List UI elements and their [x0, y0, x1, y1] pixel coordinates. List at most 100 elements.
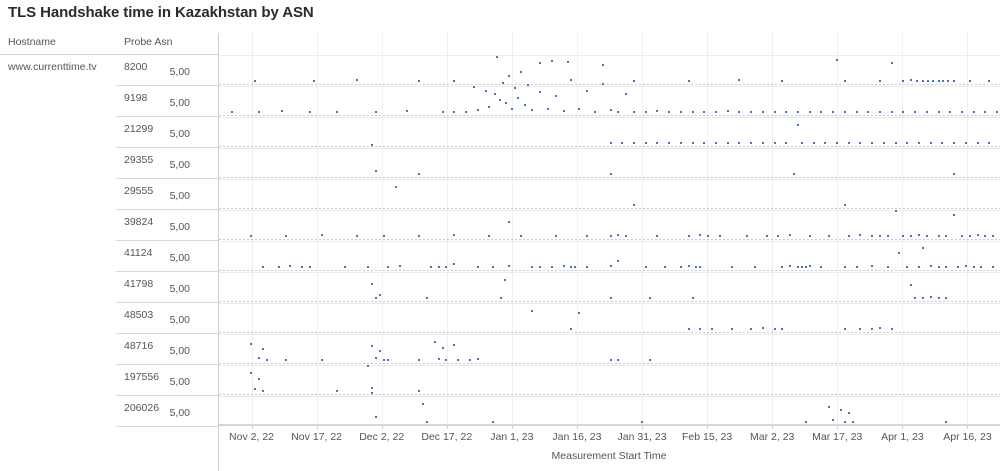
- data-point: [668, 142, 671, 145]
- data-point: [992, 266, 995, 269]
- data-point: [336, 110, 339, 113]
- data-point: [843, 328, 846, 331]
- facet-band-divider: [219, 86, 1000, 87]
- facet-band: [219, 117, 1000, 148]
- data-point: [394, 186, 397, 189]
- table-row[interactable]: 48716 5,00: [0, 334, 1000, 365]
- data-point: [493, 93, 496, 96]
- facet-baseline: [219, 208, 1000, 209]
- data-point: [531, 266, 534, 269]
- x-axis-tick: [772, 425, 774, 429]
- y-axis-tick-label: 5,00: [169, 97, 190, 109]
- data-point: [355, 78, 358, 81]
- data-point: [730, 266, 733, 269]
- table-row[interactable]: 41798 5,00: [0, 272, 1000, 303]
- data-point: [445, 266, 448, 269]
- facet-band-divider: [219, 334, 1000, 335]
- data-point: [714, 111, 717, 114]
- row-divider: [116, 178, 218, 179]
- data-point: [937, 234, 940, 237]
- data-point: [691, 111, 694, 114]
- table-row[interactable]: 197556 5,00: [0, 365, 1000, 396]
- data-point: [285, 235, 288, 238]
- x-axis-tick: [837, 425, 839, 429]
- table-row[interactable]: 29555 5,00: [0, 179, 1000, 210]
- data-point: [609, 297, 612, 300]
- data-point: [687, 80, 690, 83]
- data-point: [476, 357, 479, 360]
- facet-baseline: [219, 84, 1000, 85]
- table-row[interactable]: 9198 5,00: [0, 86, 1000, 117]
- table-row[interactable]: www.currenttime.tv 8200 5,00: [0, 55, 1000, 86]
- data-point: [453, 233, 456, 236]
- data-point: [640, 420, 643, 423]
- facet-baseline: [219, 363, 1000, 364]
- data-point: [914, 110, 917, 113]
- data-point: [746, 235, 749, 238]
- data-point: [898, 251, 901, 254]
- data-point: [839, 408, 842, 411]
- data-point: [824, 141, 827, 144]
- data-point: [804, 266, 807, 269]
- data-point: [843, 79, 846, 82]
- table-row[interactable]: 48503 5,00: [0, 303, 1000, 334]
- header-divider: [0, 54, 218, 55]
- vertical-gridline: [251, 33, 253, 425]
- data-point: [890, 110, 893, 113]
- vertical-gridline: [837, 33, 839, 425]
- facet-band-divider: [219, 241, 1000, 242]
- data-point: [511, 107, 514, 110]
- x-axis-line: [219, 425, 1000, 426]
- facet-band: [219, 272, 1000, 303]
- data-point: [781, 266, 784, 269]
- table-row[interactable]: 206026 5,00: [0, 396, 1000, 427]
- data-point: [984, 110, 987, 113]
- data-point: [964, 141, 967, 144]
- table-row[interactable]: 41124 5,00: [0, 241, 1000, 272]
- probe-asn-cell: 206026: [124, 402, 160, 414]
- y-axis-tick-label: 5,00: [169, 128, 190, 140]
- facet-band: [219, 179, 1000, 210]
- data-point: [925, 235, 928, 238]
- data-point: [707, 235, 710, 238]
- data-point: [878, 111, 881, 114]
- data-point: [601, 63, 604, 66]
- data-point: [547, 107, 550, 110]
- data-point: [418, 358, 421, 361]
- data-point: [371, 386, 374, 389]
- data-point: [927, 79, 930, 82]
- data-point: [916, 79, 919, 82]
- data-point: [828, 406, 831, 409]
- data-point: [730, 327, 733, 330]
- data-point: [878, 326, 881, 329]
- data-point: [258, 111, 261, 114]
- data-point: [699, 233, 702, 236]
- y-axis-tick-label: 5,00: [169, 221, 190, 233]
- data-point: [679, 110, 682, 113]
- data-point: [773, 141, 776, 144]
- data-point: [539, 265, 542, 268]
- table-row[interactable]: 21299 5,00: [0, 117, 1000, 148]
- data-point: [355, 235, 358, 238]
- hostname-cell: www.currenttime.tv: [8, 61, 97, 73]
- data-point: [859, 327, 862, 330]
- data-point: [781, 80, 784, 83]
- table-row[interactable]: 29355 5,00: [0, 148, 1000, 179]
- data-point: [398, 264, 401, 267]
- data-point: [258, 357, 261, 360]
- y-axis-tick-label: 5,00: [169, 252, 190, 264]
- data-point: [523, 104, 526, 107]
- data-point: [914, 296, 917, 299]
- data-point: [422, 403, 425, 406]
- data-point: [699, 265, 702, 268]
- data-point: [617, 111, 620, 114]
- data-point: [906, 142, 909, 145]
- x-axis-tick-label: Jan 31, 23: [617, 431, 667, 443]
- data-point: [988, 80, 991, 83]
- table-row[interactable]: 39824 5,00: [0, 210, 1000, 241]
- data-point: [250, 372, 253, 375]
- data-point: [578, 311, 581, 314]
- data-point: [871, 141, 874, 144]
- data-point: [281, 109, 284, 112]
- y-axis-tick-label: 5,00: [169, 407, 190, 419]
